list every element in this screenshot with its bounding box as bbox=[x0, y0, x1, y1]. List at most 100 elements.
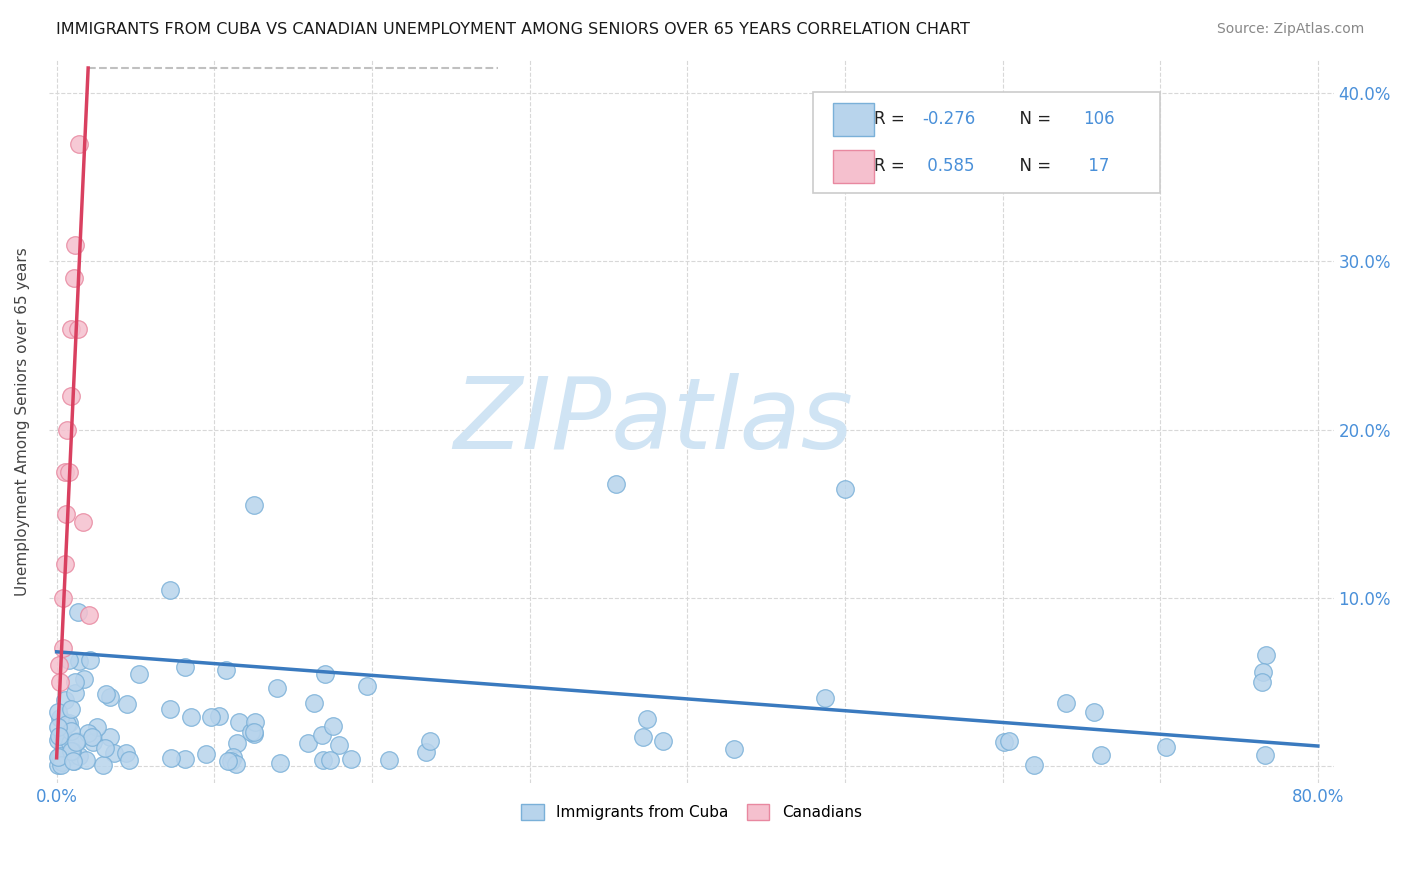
Text: R =: R = bbox=[873, 111, 910, 128]
Point bbox=[245, 714, 267, 729]
Point bbox=[993, 735, 1015, 749]
Point bbox=[59, 723, 82, 738]
Point bbox=[58, 465, 80, 479]
Point bbox=[636, 713, 658, 727]
Point bbox=[115, 746, 138, 760]
Point bbox=[243, 727, 266, 741]
Point bbox=[219, 754, 242, 768]
Point bbox=[94, 687, 117, 701]
Point bbox=[159, 582, 181, 597]
Point bbox=[98, 690, 121, 705]
Point bbox=[80, 731, 103, 745]
Point bbox=[66, 322, 89, 336]
Point bbox=[328, 738, 350, 752]
Point bbox=[53, 465, 76, 479]
Point bbox=[302, 696, 325, 710]
Text: 106: 106 bbox=[1083, 111, 1115, 128]
Point bbox=[128, 667, 150, 681]
Point bbox=[67, 136, 90, 151]
Point bbox=[311, 728, 333, 742]
Point bbox=[48, 675, 70, 690]
Point bbox=[652, 734, 675, 748]
Point bbox=[243, 725, 266, 739]
Point bbox=[75, 754, 97, 768]
Point bbox=[53, 693, 76, 707]
Point bbox=[77, 607, 100, 622]
Point bbox=[180, 710, 202, 724]
Point bbox=[49, 757, 72, 772]
Point bbox=[82, 734, 104, 748]
Point bbox=[378, 753, 401, 767]
Point bbox=[59, 736, 82, 750]
Point bbox=[228, 714, 250, 729]
Text: 0.585: 0.585 bbox=[922, 157, 974, 176]
Point bbox=[48, 729, 70, 743]
Text: N =: N = bbox=[1008, 111, 1056, 128]
Point bbox=[631, 731, 654, 745]
Point bbox=[217, 754, 239, 768]
Point bbox=[73, 672, 96, 686]
Point bbox=[118, 753, 141, 767]
Point bbox=[67, 605, 90, 619]
Point bbox=[356, 679, 378, 693]
Point bbox=[319, 753, 342, 767]
Point bbox=[60, 322, 83, 336]
Point bbox=[225, 757, 247, 772]
Point bbox=[60, 744, 83, 758]
Point bbox=[46, 757, 69, 772]
Point bbox=[58, 716, 80, 731]
Point bbox=[60, 744, 83, 758]
Point bbox=[208, 709, 231, 723]
Point bbox=[52, 591, 75, 605]
Point bbox=[160, 750, 183, 764]
Point bbox=[222, 750, 245, 764]
Point bbox=[834, 482, 856, 496]
Point bbox=[195, 747, 218, 761]
Point bbox=[415, 745, 437, 759]
Point bbox=[266, 681, 288, 695]
Text: IMMIGRANTS FROM CUBA VS CANADIAN UNEMPLOYMENT AMONG SENIORS OVER 65 YEARS CORREL: IMMIGRANTS FROM CUBA VS CANADIAN UNEMPLO… bbox=[56, 22, 970, 37]
Text: Source: ZipAtlas.com: Source: ZipAtlas.com bbox=[1216, 22, 1364, 37]
Point bbox=[174, 660, 197, 674]
FancyBboxPatch shape bbox=[813, 92, 1160, 194]
Point bbox=[58, 652, 80, 666]
Point bbox=[51, 753, 73, 767]
Point bbox=[46, 733, 69, 747]
Point bbox=[269, 756, 291, 770]
Point bbox=[55, 716, 77, 731]
Point bbox=[1154, 739, 1177, 754]
Point bbox=[103, 746, 125, 760]
Point bbox=[239, 725, 262, 739]
Y-axis label: Unemployment Among Seniors over 65 years: Unemployment Among Seniors over 65 years bbox=[15, 247, 30, 596]
Point bbox=[52, 728, 75, 742]
Point bbox=[297, 736, 319, 750]
Point bbox=[46, 705, 69, 719]
Point bbox=[174, 752, 197, 766]
FancyBboxPatch shape bbox=[832, 103, 873, 136]
Point bbox=[1090, 747, 1112, 762]
Point bbox=[55, 507, 77, 521]
Point bbox=[59, 389, 82, 403]
Point bbox=[56, 742, 79, 756]
Point bbox=[1254, 648, 1277, 662]
Point bbox=[79, 653, 101, 667]
Point bbox=[67, 654, 90, 668]
Point bbox=[91, 757, 114, 772]
Point bbox=[1251, 675, 1274, 690]
Point bbox=[63, 674, 86, 689]
Point bbox=[340, 752, 363, 766]
Point bbox=[226, 736, 249, 750]
Point bbox=[723, 742, 745, 756]
Point bbox=[76, 726, 98, 740]
Point bbox=[52, 641, 75, 656]
Point bbox=[65, 735, 87, 749]
Point bbox=[52, 739, 75, 754]
Point bbox=[312, 753, 335, 767]
Point bbox=[200, 710, 222, 724]
Point bbox=[1251, 665, 1274, 679]
Point bbox=[98, 730, 121, 744]
Point bbox=[56, 750, 79, 764]
Point bbox=[117, 697, 139, 711]
Point bbox=[60, 702, 83, 716]
Point bbox=[63, 755, 86, 769]
